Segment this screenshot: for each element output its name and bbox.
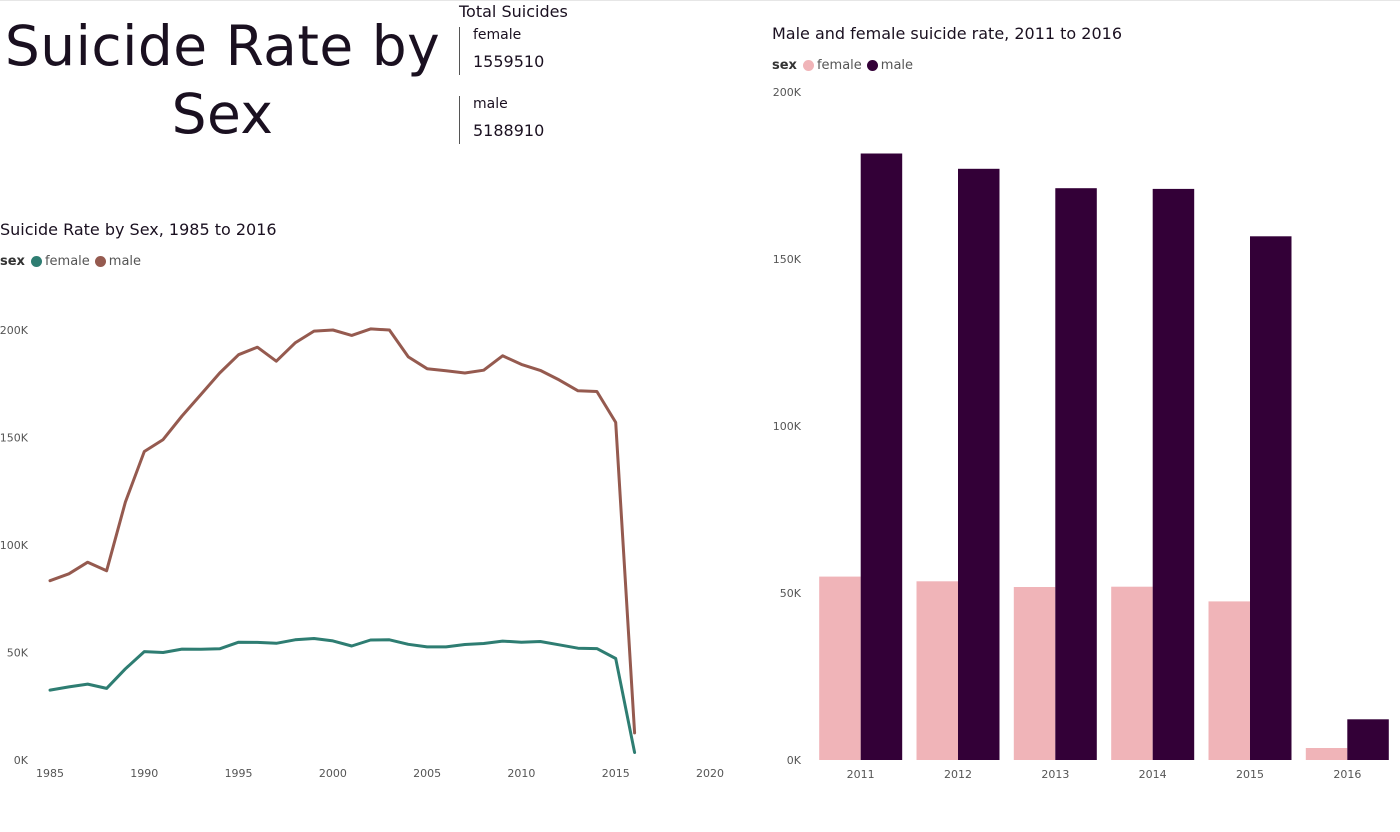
kpi-title: Total Suicides <box>459 2 568 21</box>
line-chart-legend[interactable]: sex female male <box>0 254 146 269</box>
x-tick-label: 1995 <box>225 767 253 780</box>
bar-male-2011[interactable] <box>860 153 903 761</box>
x-tick-label: 2015 <box>602 767 630 780</box>
legend-label: male <box>880 58 914 73</box>
x-tick-label: 2012 <box>944 768 972 781</box>
legend-dot-icon <box>94 256 106 267</box>
legend-title: sex <box>772 58 797 73</box>
y-tick-label: 100K <box>0 539 29 552</box>
legend-dot-icon <box>866 60 878 71</box>
y-tick-label: 150K <box>0 432 29 445</box>
bar-female-2012[interactable] <box>916 581 959 760</box>
legend-label: female <box>44 254 90 269</box>
kpi-card-male[interactable]: male 5188910 <box>459 96 544 144</box>
page-title: Suicide Rate by Sex <box>4 14 441 146</box>
kpi-value: 5188910 <box>473 121 545 140</box>
bar-male-2015[interactable] <box>1250 236 1292 761</box>
bar-chart-title: Male and female suicide rate, 2011 to 20… <box>772 24 1123 43</box>
legend-item-male[interactable]: male <box>866 58 914 73</box>
x-tick-label: 1985 <box>36 767 64 780</box>
bar-male-2016[interactable] <box>1347 719 1389 760</box>
line-chart-title: Suicide Rate by Sex, 1985 to 2016 <box>0 220 277 239</box>
series-line-female[interactable] <box>48 637 637 754</box>
kpi-value: 1559510 <box>473 52 545 71</box>
bar-chart-legend[interactable]: sex female male <box>772 58 918 73</box>
x-tick-label: 2000 <box>319 767 347 780</box>
bar-female-2011[interactable] <box>819 576 861 760</box>
y-tick-label: 50K <box>7 647 29 660</box>
bar-male-2013[interactable] <box>1055 188 1097 760</box>
kpi-label: female <box>473 27 522 43</box>
legend-dot-icon <box>30 256 42 267</box>
y-tick-label: 50K <box>780 587 802 600</box>
kpi-card-female[interactable]: female 1559510 <box>459 27 544 75</box>
legend-label: female <box>816 58 862 73</box>
bar-female-2014[interactable] <box>1111 586 1153 760</box>
y-tick-label: 0K <box>787 754 802 767</box>
series-line-male[interactable] <box>48 327 637 735</box>
x-tick-label: 2016 <box>1333 768 1361 781</box>
x-tick-label: 2010 <box>507 767 535 780</box>
legend-item-female[interactable]: female <box>802 58 862 73</box>
y-tick-label: 200K <box>0 324 29 337</box>
legend-title: sex <box>0 254 25 269</box>
y-tick-label: 0K <box>14 754 29 767</box>
x-tick-label: 2014 <box>1139 768 1167 781</box>
y-tick-label: 100K <box>773 420 802 433</box>
y-tick-label: 200K <box>773 86 802 99</box>
bar-male-2014[interactable] <box>1152 188 1195 760</box>
legend-label: male <box>108 254 142 269</box>
x-tick-label: 2015 <box>1236 768 1264 781</box>
bar-female-2013[interactable] <box>1013 587 1056 760</box>
bar-female-2016[interactable] <box>1305 748 1348 760</box>
x-tick-label: 1990 <box>130 767 158 780</box>
x-tick-label: 2011 <box>847 768 875 781</box>
bar-male-2012[interactable] <box>958 168 1000 761</box>
top-divider <box>0 0 1400 1</box>
bar-female-2015[interactable] <box>1208 601 1251 760</box>
legend-dot-icon <box>802 60 814 71</box>
kpi-label: male <box>473 96 508 112</box>
legend-item-male[interactable]: male <box>94 254 142 269</box>
y-tick-label: 150K <box>773 253 802 266</box>
x-tick-label: 2013 <box>1041 768 1069 781</box>
x-tick-label: 2005 <box>413 767 441 780</box>
x-tick-label: 2020 <box>696 767 724 780</box>
legend-item-female[interactable]: female <box>30 254 90 269</box>
